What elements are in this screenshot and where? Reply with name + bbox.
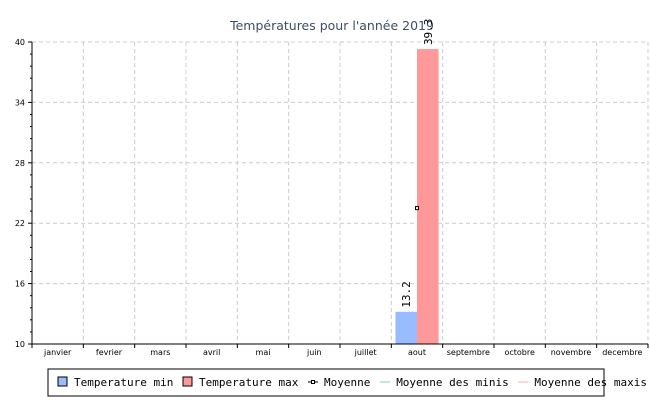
legend: Temperature min Temperature max Moyenne Moy…	[47, 368, 647, 397]
legend-box	[47, 368, 605, 397]
moyenne-marker	[415, 206, 419, 211]
x-tick-label: septembre	[447, 348, 490, 357]
y-tick-label: 16	[15, 280, 25, 289]
y-tick-label: 10	[15, 340, 25, 349]
x-tick-label: novembre	[551, 348, 592, 357]
y-tick-label: 28	[15, 159, 25, 168]
legend-label: Moyenne des maxis	[534, 376, 647, 389]
chart-title: Températures pour l'année 2019	[229, 18, 434, 33]
legend-swatch	[57, 376, 68, 387]
x-tick-label: aout	[408, 348, 426, 357]
data-label: 13.2	[400, 281, 413, 308]
x-tick-label: fevrier	[96, 348, 123, 357]
legend-label: Moyenne	[324, 376, 370, 389]
x-tick-label: juin	[306, 348, 322, 357]
data-labels: 13.2 39.3	[400, 19, 435, 308]
legend-marker	[311, 380, 315, 384]
x-tick-label: avril	[203, 348, 220, 357]
x-tick-label: janvier	[43, 348, 72, 357]
legend-label: Temperature max	[199, 376, 299, 389]
y-tick-label: 40	[15, 38, 25, 47]
y-tick-label: 22	[15, 219, 25, 228]
bar-max	[417, 49, 439, 345]
legend-label: Temperature min	[74, 376, 173, 389]
x-tick-label: mai	[256, 348, 271, 357]
x-tick-label: mars	[150, 348, 170, 357]
legend-swatch	[182, 376, 193, 387]
bar-min	[395, 311, 417, 344]
x-tick-label: decembre	[602, 348, 642, 357]
y-tick-label: 34	[15, 98, 25, 107]
data-label: 39.3	[422, 19, 435, 46]
axes: 10 16 22 28 34 40 janvier fevrier mars avril mai ju…	[15, 38, 649, 357]
legend-label: Moyenne des minis	[396, 376, 509, 389]
grid	[32, 41, 649, 344]
x-tick-label: juillet	[354, 348, 377, 357]
x-tick-label: octobre	[504, 348, 535, 357]
bars	[395, 49, 439, 345]
